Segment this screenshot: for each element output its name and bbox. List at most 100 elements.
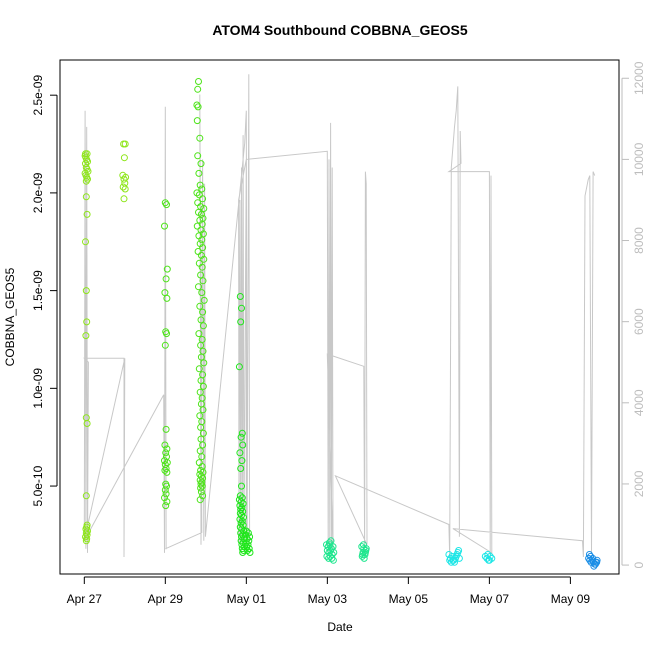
data-point bbox=[238, 457, 246, 465]
data-point bbox=[82, 492, 90, 500]
data-point bbox=[194, 103, 202, 111]
data-point bbox=[120, 175, 128, 183]
data-point bbox=[197, 423, 205, 431]
data-point bbox=[82, 332, 90, 340]
data-point bbox=[198, 453, 206, 461]
data-point bbox=[237, 529, 245, 537]
data-point bbox=[329, 556, 337, 564]
data-point bbox=[121, 179, 129, 187]
data-point bbox=[83, 150, 91, 158]
data-point bbox=[590, 558, 597, 566]
data-points bbox=[81, 78, 601, 570]
data-point bbox=[195, 365, 203, 373]
data-point bbox=[83, 318, 91, 326]
data-point bbox=[585, 551, 593, 558]
data-point bbox=[199, 277, 207, 285]
data-point bbox=[197, 488, 205, 496]
data-point bbox=[163, 468, 171, 476]
data-point bbox=[195, 283, 202, 291]
data-point bbox=[193, 101, 201, 109]
x-tick-label: May 05 bbox=[389, 592, 429, 606]
data-point bbox=[82, 287, 90, 295]
data-point bbox=[238, 429, 246, 437]
data-point bbox=[162, 502, 170, 510]
y2-tick-label: 4000 bbox=[632, 389, 646, 416]
data-point bbox=[237, 465, 245, 472]
y-axis-label: COBBNA_GEOS5 bbox=[3, 267, 17, 366]
data-point bbox=[82, 537, 90, 545]
altitude-series bbox=[83, 74, 596, 558]
data-point bbox=[82, 177, 90, 185]
data-point bbox=[327, 537, 335, 545]
data-point bbox=[455, 554, 463, 562]
data-point bbox=[199, 382, 207, 390]
x-axis-label: Date bbox=[327, 620, 353, 634]
data-point bbox=[246, 549, 254, 556]
y2-tick-label: 2000 bbox=[632, 470, 646, 497]
data-point bbox=[592, 560, 599, 568]
data-point bbox=[197, 271, 205, 279]
y-tick-label: 2.5e-09 bbox=[31, 75, 45, 116]
data-point bbox=[121, 185, 129, 193]
data-point bbox=[237, 318, 245, 326]
x-axis: Apr 27 Apr 29 May 01 May 03 May 05 May 07 May … bbox=[67, 576, 591, 606]
data-point bbox=[199, 429, 207, 437]
x-tick-label: May 07 bbox=[470, 592, 510, 606]
y-tick-label: 1.5e-09 bbox=[31, 270, 45, 311]
y2-tick-label: 12000 bbox=[632, 61, 646, 95]
data-point bbox=[237, 537, 245, 545]
data-point bbox=[163, 294, 171, 302]
data-point bbox=[196, 302, 204, 310]
y2-tick-label: 8000 bbox=[632, 227, 646, 254]
data-point bbox=[239, 441, 247, 449]
data-point bbox=[199, 441, 207, 449]
data-point bbox=[238, 304, 245, 312]
data-point bbox=[82, 533, 89, 541]
data-point bbox=[198, 236, 206, 244]
data-point bbox=[198, 289, 206, 297]
x-tick-label: Apr 27 bbox=[67, 592, 103, 606]
data-point bbox=[196, 181, 204, 189]
data-point bbox=[194, 85, 202, 93]
data-point bbox=[242, 539, 250, 547]
data-point bbox=[120, 154, 128, 162]
data-point bbox=[82, 238, 89, 246]
data-point bbox=[196, 388, 204, 396]
data-point bbox=[236, 502, 244, 510]
data-point bbox=[237, 433, 245, 441]
data-point bbox=[121, 140, 129, 148]
data-point bbox=[162, 449, 170, 457]
data-point bbox=[198, 185, 206, 193]
data-point bbox=[161, 486, 169, 494]
data-point bbox=[163, 201, 170, 209]
data-point bbox=[325, 539, 333, 547]
data-point bbox=[199, 406, 207, 414]
data-point bbox=[196, 496, 204, 504]
data-point bbox=[193, 117, 201, 125]
y2-tick-label: 6000 bbox=[632, 308, 646, 335]
y2-tick-label: 0 bbox=[632, 561, 646, 568]
data-point bbox=[196, 447, 204, 455]
data-point bbox=[162, 275, 170, 283]
data-point bbox=[242, 531, 249, 539]
data-point bbox=[120, 195, 128, 203]
data-point bbox=[197, 316, 205, 324]
data-point bbox=[199, 195, 207, 203]
data-point bbox=[200, 296, 208, 304]
data-point bbox=[195, 330, 203, 338]
data-point bbox=[200, 205, 208, 212]
data-point bbox=[196, 412, 204, 420]
data-point bbox=[235, 363, 243, 371]
data-point bbox=[240, 513, 247, 521]
data-point bbox=[163, 330, 170, 338]
data-point bbox=[593, 558, 601, 566]
data-point bbox=[162, 465, 170, 472]
data-point bbox=[359, 541, 367, 549]
data-point bbox=[163, 498, 171, 506]
data-point bbox=[238, 482, 245, 490]
data-point bbox=[163, 482, 170, 490]
data-point bbox=[238, 545, 246, 553]
x-tick-label: May 09 bbox=[551, 592, 591, 606]
y-tick-label: 1.0e-09 bbox=[31, 368, 45, 409]
